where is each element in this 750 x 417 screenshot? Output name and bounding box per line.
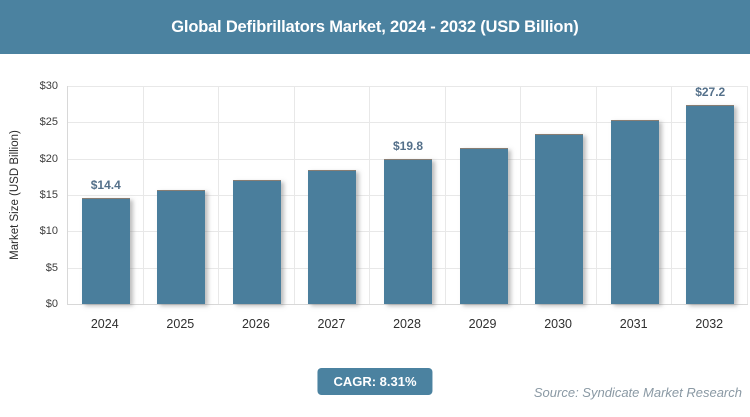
bar-2026 [232, 180, 281, 304]
gridline-v-3 [293, 86, 295, 304]
x-tick-label-2031: 2031 [619, 317, 648, 331]
gridline-v-2 [218, 86, 220, 304]
bar-value-label-2028: $19.8 [392, 139, 424, 154]
y-tick-label-$5: $5 [45, 261, 58, 274]
y-tick-label-$0: $0 [45, 298, 58, 310]
y-tick-label-$20: $20 [39, 152, 58, 165]
y-tick-label-$15: $15 [39, 189, 58, 201]
bar-2032 [686, 105, 735, 304]
gridline-h-25 [68, 122, 748, 124]
y-tick-label-$10: $10 [39, 225, 58, 238]
bar-2029 [459, 147, 508, 304]
gridline-v-5 [444, 86, 446, 304]
gridline-v-6 [520, 86, 522, 304]
y-tick-label-$30: $30 [39, 80, 58, 92]
x-tick-label-2032: 2032 [695, 317, 724, 331]
bar-2024 [81, 198, 130, 304]
x-tick-label-2028: 2028 [393, 317, 421, 331]
source-credit: Source: Syndicate Market Research [533, 385, 742, 400]
x-tick-label-2026: 2026 [241, 317, 270, 331]
gridline-v-4 [369, 86, 371, 304]
x-tick-label-2029: 2029 [468, 317, 497, 331]
cagr-badge: CAGR: 8.31% [317, 368, 433, 395]
x-tick-label-2030: 2030 [544, 317, 573, 331]
plot-area: $14.4 $19.8 $27.2 [67, 85, 748, 305]
chart-title: Global Defibrillators Market, 2024 - 203… [171, 17, 579, 36]
bar-2028 [384, 159, 432, 304]
gridline-v-1 [142, 86, 144, 304]
bar-value-label-2032: $27.2 [695, 85, 726, 100]
gridline-v-9 [747, 86, 748, 304]
x-tick-label-2025: 2025 [166, 317, 195, 331]
bar-2031 [610, 119, 659, 304]
gridline-h-30 [68, 86, 748, 87]
x-tick-label-2027: 2027 [317, 317, 346, 331]
bar-2030 [535, 134, 584, 304]
bar-2025 [157, 189, 206, 304]
gridline-v-8 [671, 86, 673, 304]
gridline-v-7 [595, 86, 597, 304]
x-tick-label-2024: 2024 [90, 317, 119, 331]
y-tick-label-$25: $25 [39, 116, 58, 129]
bar-2027 [308, 170, 357, 304]
title-banner: Global Defibrillators Market, 2024 - 203… [0, 0, 750, 54]
bar-value-label-2024: $14.4 [90, 178, 121, 193]
